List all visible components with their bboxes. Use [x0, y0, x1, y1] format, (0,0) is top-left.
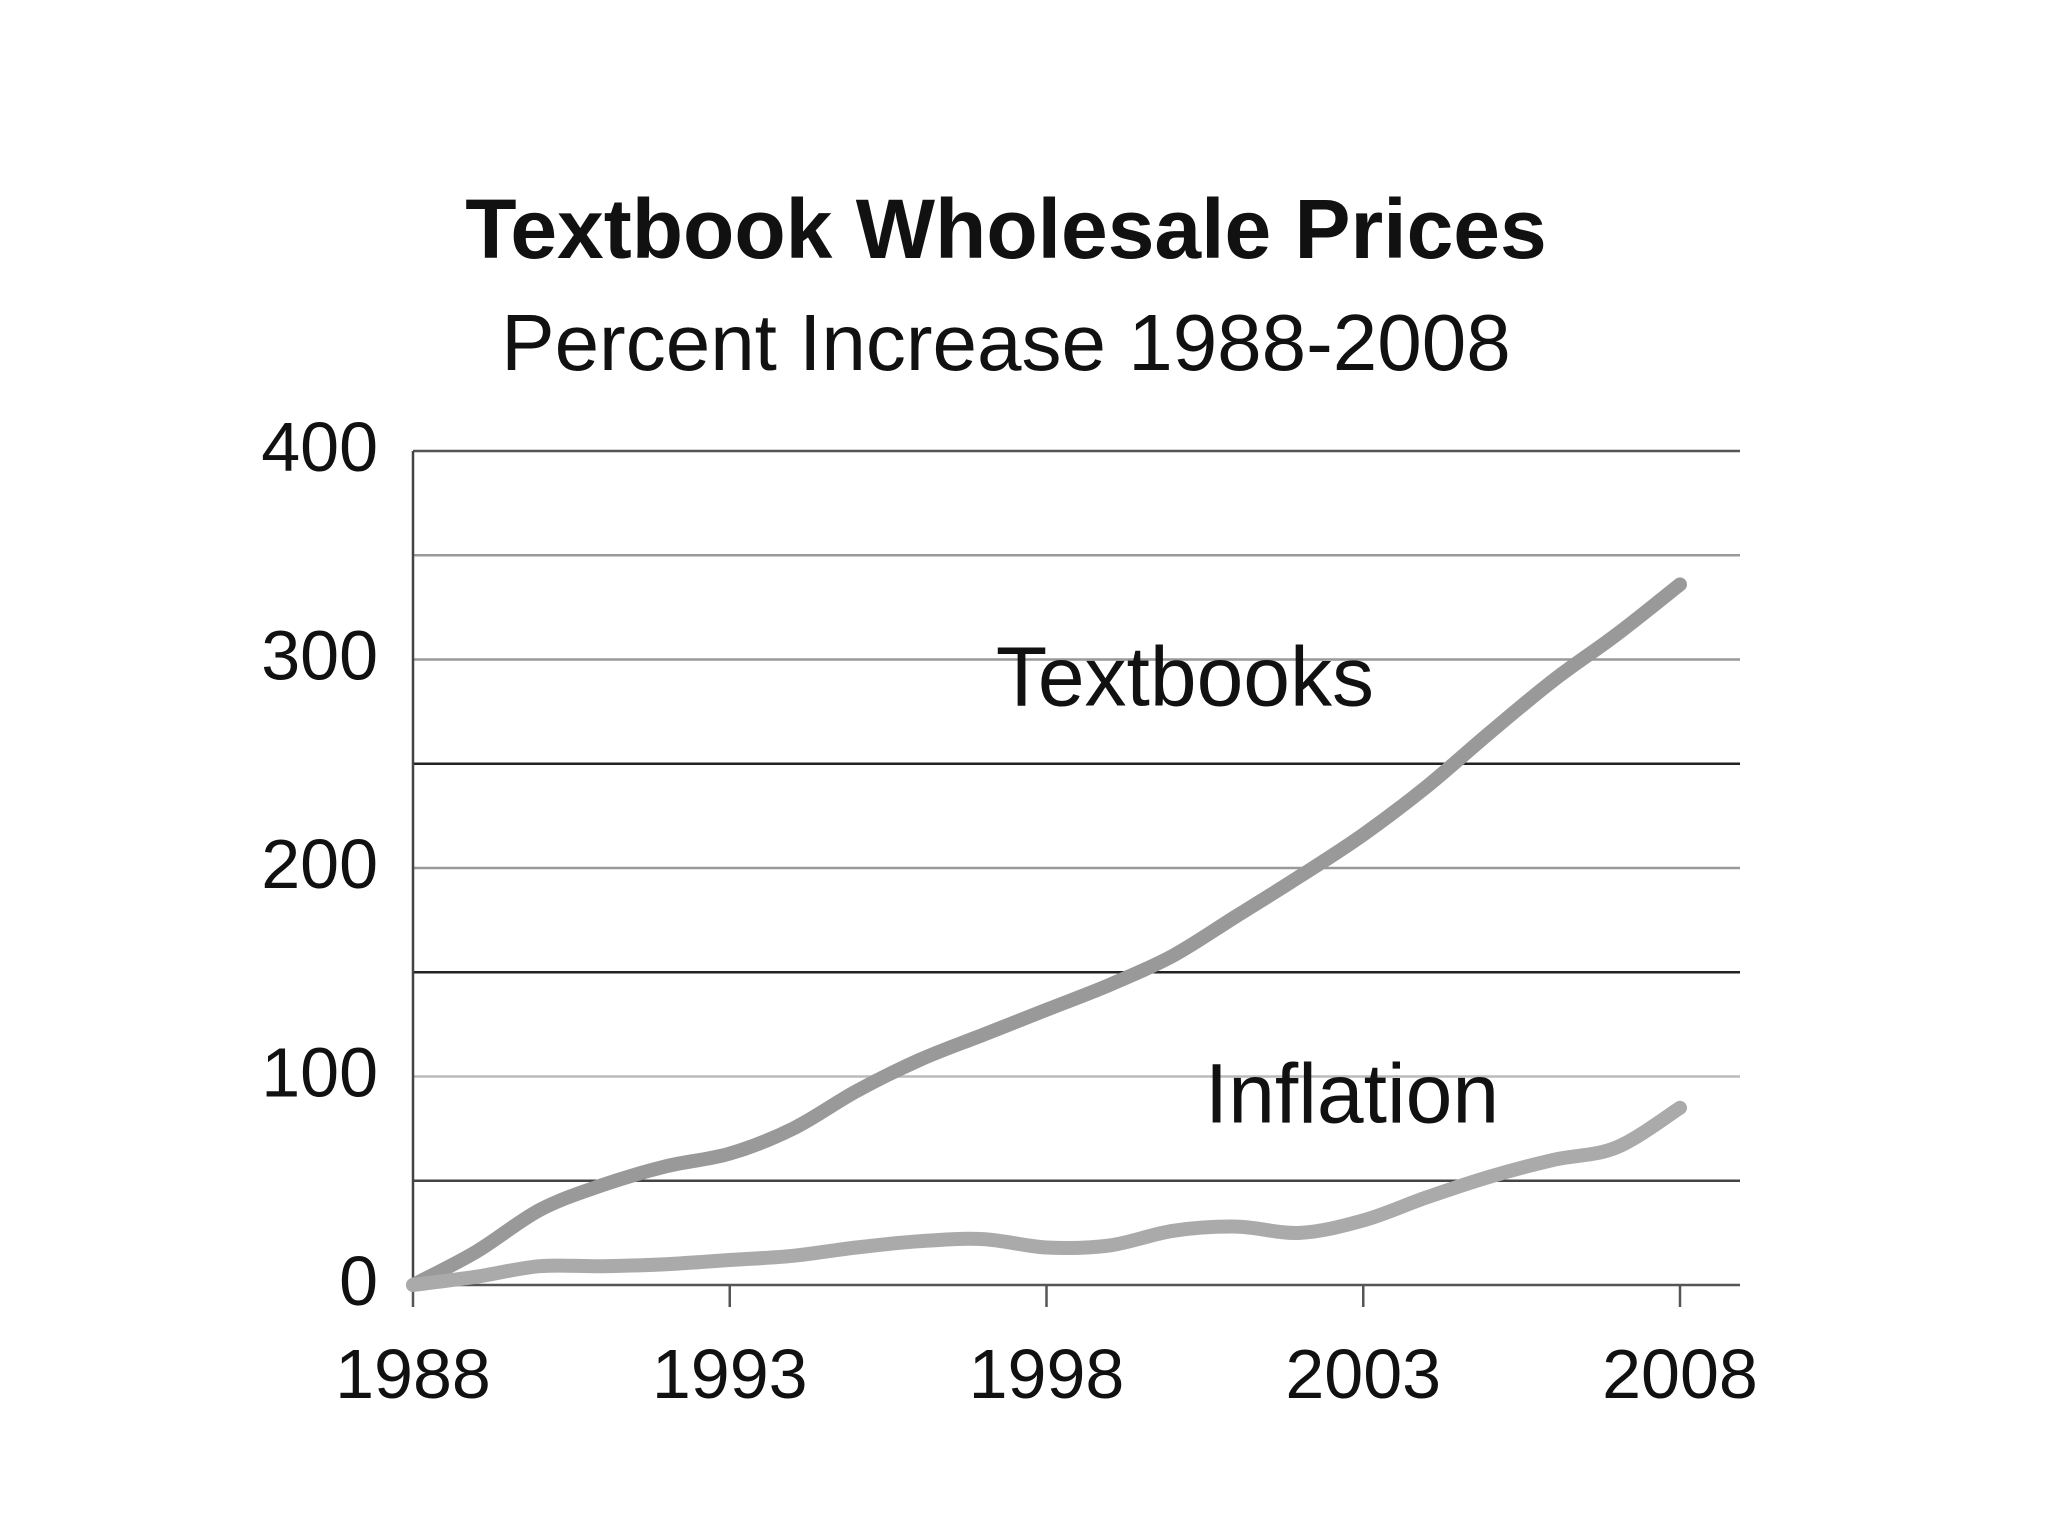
y-tick-label: 0 — [339, 1242, 378, 1320]
y-tick-label: 400 — [261, 408, 378, 486]
series-label-inflation: Inflation — [1205, 1046, 1499, 1140]
x-tick-label: 1998 — [969, 1335, 1125, 1413]
series-lines — [406, 577, 1687, 1292]
y-tick-label: 300 — [261, 617, 378, 695]
series-label-textbooks: Textbooks — [996, 629, 1374, 723]
x-tick-label: 1993 — [652, 1335, 808, 1413]
x-tick-label: 2003 — [1285, 1335, 1441, 1413]
x-axis-ticks: 1988 1993 1998 2003 2008 — [335, 1285, 1758, 1413]
series-line-inflation — [406, 1100, 1687, 1292]
y-tick-label: 200 — [261, 825, 378, 903]
x-tick-label: 1988 — [335, 1335, 491, 1413]
x-tick-label: 2008 — [1602, 1335, 1758, 1413]
chart-subtitle: Percent Increase 1988-2008 — [501, 298, 1511, 387]
y-axis-ticks: 0 100 200 300 400 — [261, 408, 378, 1320]
series-labels: Textbooks Inflation — [996, 629, 1499, 1140]
chart-title: Textbook Wholesale Prices — [465, 182, 1546, 276]
y-tick-label: 100 — [261, 1034, 378, 1112]
series-line-textbooks — [406, 577, 1687, 1292]
